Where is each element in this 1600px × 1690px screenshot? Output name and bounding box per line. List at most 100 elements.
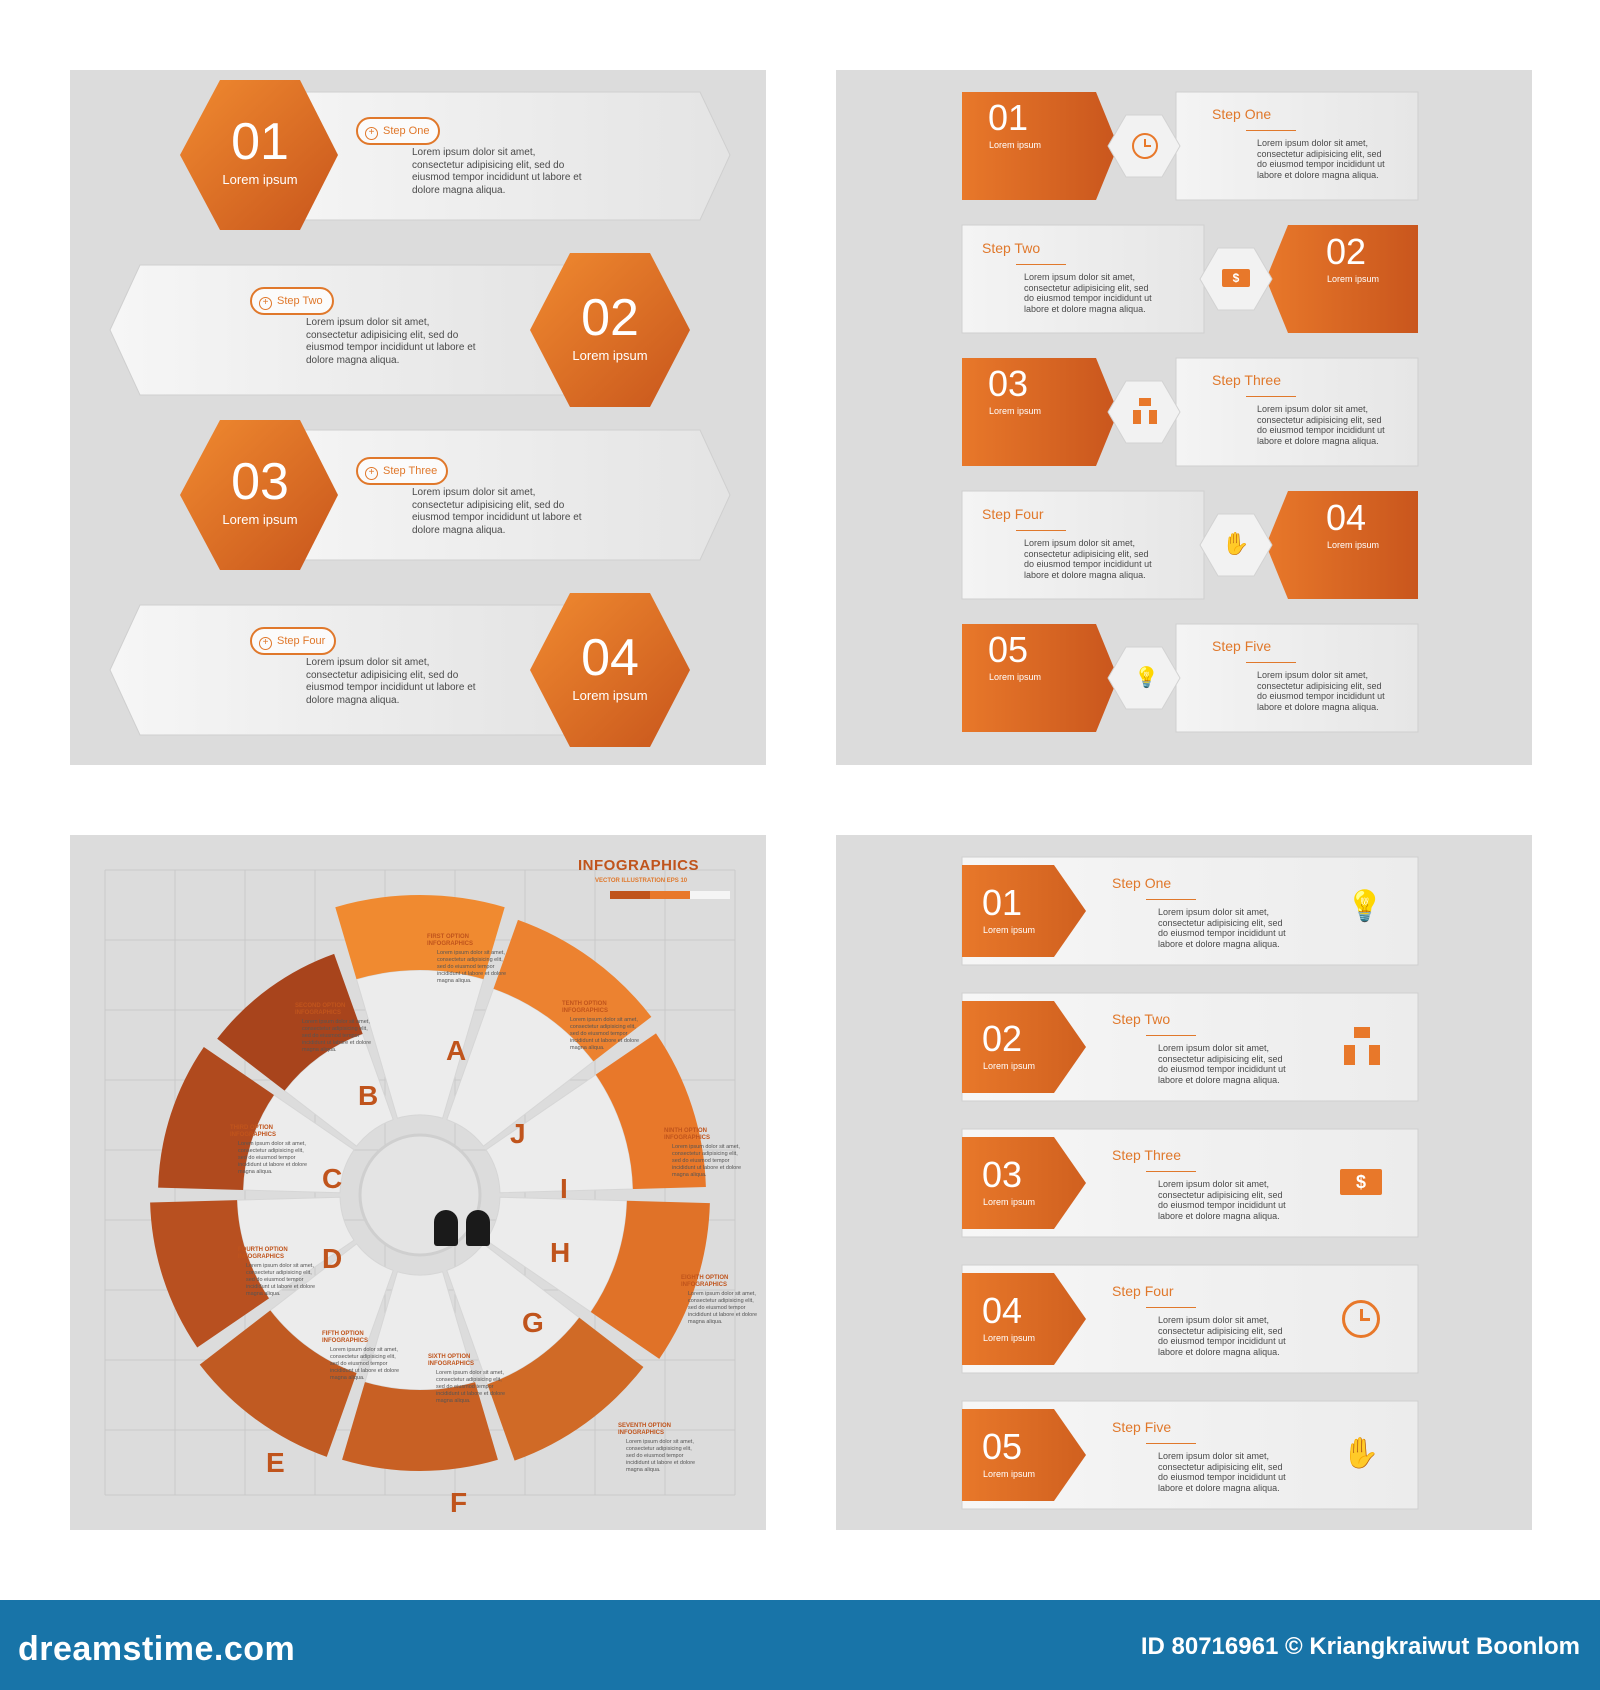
- hex-sub-01: Lorem ipsum: [222, 172, 298, 187]
- option-text-8: Lorem ipsum dolor sit amet, consectetur …: [688, 1291, 758, 1325]
- plus-icon: +: [365, 127, 378, 140]
- panel-alternating-steps: $ ✋ 💡 01 Lorem ipsum Step One Lorem ipsu…: [836, 70, 1532, 765]
- lorem-text: Lorem ipsum dolor sit amet, consectetur …: [1158, 1179, 1286, 1221]
- letter-e: E: [266, 1447, 285, 1478]
- tab-1: [962, 92, 1118, 200]
- option-text-9: Lorem ipsum dolor sit amet, consectetur …: [672, 1144, 742, 1178]
- hex-1: [180, 80, 338, 230]
- step-title-2: Step Two: [982, 240, 1041, 256]
- plus-icon: +: [365, 467, 378, 480]
- option-text-10: Lorem ipsum dolor sit amet, consectetur …: [570, 1017, 640, 1051]
- arrow-5: [962, 1409, 1086, 1501]
- hex-sub-03: Lorem ipsum: [222, 512, 298, 527]
- hex-sub-02: Lorem ipsum: [572, 348, 648, 363]
- divider: [1016, 530, 1066, 531]
- step-title-5: Step Five: [1112, 1419, 1172, 1435]
- hex-number-02: 02: [581, 289, 639, 347]
- option-sub-10: INFOGRAPHICS: [562, 1008, 609, 1014]
- wheel-hub: [358, 1133, 482, 1257]
- tab-number-03: 03: [988, 363, 1029, 404]
- option-title-6: SIXTH OPTION: [428, 1354, 471, 1360]
- hex-3: [180, 420, 338, 570]
- option-title-10: TENTH OPTION: [562, 1001, 607, 1007]
- step-title-4: Step Four: [982, 506, 1044, 522]
- option-sub-3: INFOGRAPHICS: [230, 1132, 277, 1138]
- panel-arrow-steps: 01 Lorem ipsum Step One Lorem ipsum dolo…: [836, 835, 1532, 1530]
- color-swatch-light: [690, 891, 730, 899]
- step-pill-4: + Step Four: [250, 627, 337, 655]
- option-text-1: Lorem ipsum dolor sit amet, consectetur …: [437, 950, 507, 984]
- option-title-3: THIRD OPTION: [230, 1125, 273, 1131]
- panel1-shapes: [109, 80, 731, 747]
- divider: [1246, 662, 1296, 663]
- arrow-4: [962, 1273, 1086, 1365]
- tab-sub-01: Lorem ipsum: [989, 140, 1042, 150]
- arrow-number-02: 02: [982, 1018, 1023, 1059]
- wheel-segment-5: [446, 1243, 580, 1385]
- arrow-sub-04: Lorem ipsum: [983, 1333, 1036, 1343]
- bulb-icon: 💡: [1134, 667, 1159, 689]
- letter-i: I: [560, 1173, 568, 1204]
- panel4-shapes: [961, 856, 1419, 1510]
- arrow-2: [962, 1001, 1086, 1093]
- option-sub-9: INFOGRAPHICS: [664, 1135, 711, 1141]
- hex-sub-04: Lorem ipsum: [572, 688, 648, 703]
- tab-5: [962, 624, 1118, 732]
- tab-3: [962, 358, 1118, 466]
- lorem-text: Lorem ipsum dolor sit amet, consectetur …: [1158, 1315, 1286, 1357]
- wheel-rim-3: [595, 1033, 706, 1190]
- divider: [1146, 899, 1196, 900]
- divider: [1246, 396, 1296, 397]
- arrow-number-03: 03: [982, 1154, 1023, 1195]
- panel-circular-infographic: INFOGRAPHICS VECTOR ILLUSTRATION EPS 10 …: [70, 835, 766, 1530]
- letter-j: J: [510, 1118, 526, 1149]
- lorem-text: Lorem ipsum dolor sit amet, consectetur …: [306, 317, 476, 366]
- option-text-2: Lorem ipsum dolor sit amet, consectetur …: [302, 1019, 372, 1053]
- plus-icon: +: [259, 637, 272, 650]
- option-sub-2: INFOGRAPHICS: [295, 1010, 342, 1016]
- option-title-8: EIGHTH OPTION: [681, 1275, 729, 1281]
- money-icon: $: [1222, 269, 1250, 287]
- lorem-text: Lorem ipsum dolor sit amet, consectetur …: [1024, 272, 1152, 314]
- option-sub-5: INFOGRAPHICS: [322, 1338, 369, 1344]
- arrow-sub-05: Lorem ipsum: [983, 1469, 1036, 1479]
- option-sub-7: INFOGRAPHICS: [618, 1430, 665, 1436]
- step-title-5: Step Five: [1212, 638, 1272, 654]
- wheel-rim-4: [590, 1200, 710, 1359]
- divider: [1146, 1035, 1196, 1036]
- arrow-sub-01: Lorem ipsum: [983, 925, 1036, 935]
- wheel-rim-5: [487, 1317, 644, 1461]
- wheel-rim-7: [199, 1310, 357, 1457]
- lorem-text: Lorem ipsum dolor sit amet, consectetur …: [306, 657, 476, 706]
- hex-2: [530, 253, 690, 407]
- letter-a: A: [446, 1035, 467, 1066]
- hex-number-01: 01: [231, 113, 289, 171]
- option-sub-6: INFOGRAPHICS: [428, 1361, 475, 1367]
- step-title-3: Step Three: [1112, 1147, 1182, 1163]
- step-pill-1: + Step One: [356, 117, 441, 145]
- businessman-icon: [434, 1210, 458, 1246]
- lorem-text: Lorem ipsum dolor sit amet, consectetur …: [1024, 538, 1152, 580]
- tab-sub-02: Lorem ipsum: [1327, 274, 1380, 284]
- clock-icon: [1132, 133, 1158, 159]
- step-title-1: Step One: [1112, 875, 1172, 891]
- divider: [1146, 1307, 1196, 1308]
- lorem-text: Lorem ipsum dolor sit amet, consectetur …: [1158, 1451, 1286, 1493]
- wheel-segment-4: [485, 1196, 628, 1313]
- step-title-3: Step Three: [1212, 372, 1282, 388]
- arrow-3: [962, 1137, 1086, 1229]
- letter-b: B: [358, 1080, 379, 1111]
- color-swatch-orange: [650, 891, 690, 899]
- panel-hexagon-steps: 01 Lorem ipsum + Step One Lorem ipsum dol…: [70, 70, 766, 765]
- option-text-7: Lorem ipsum dolor sit amet, consectetur …: [626, 1439, 696, 1473]
- lorem-text: Lorem ipsum dolor sit amet, consectetur …: [1158, 907, 1286, 949]
- step-pill-2: + Step Two: [250, 287, 334, 315]
- tab-number-04: 04: [1326, 497, 1367, 538]
- arrow-number-05: 05: [982, 1426, 1023, 1467]
- lorem-text: Lorem ipsum dolor sit amet, consectetur …: [1257, 404, 1385, 446]
- lorem-text: Lorem ipsum dolor sit amet, consectetur …: [1257, 138, 1385, 180]
- tab-number-01: 01: [988, 97, 1029, 138]
- panel2-shapes: [961, 91, 1419, 733]
- option-title-5: FIFTH OPTION: [322, 1331, 364, 1337]
- color-swatch-dark: [610, 891, 650, 899]
